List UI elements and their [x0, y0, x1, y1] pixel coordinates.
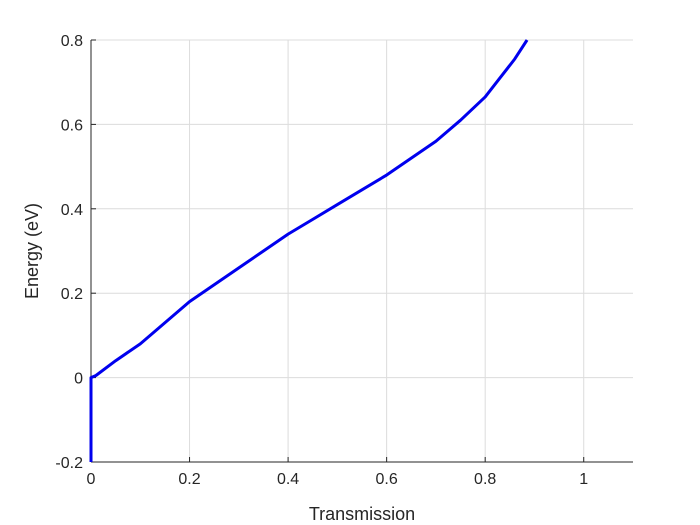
x-tick-label: 1 — [579, 471, 588, 488]
x-tick-label: 0.6 — [376, 471, 398, 488]
y-axis-label: Energy (eV) — [22, 203, 42, 299]
y-tick-label: -0.2 — [55, 455, 83, 472]
x-tick-label: 0.2 — [178, 471, 200, 488]
series-line — [89, 39, 529, 462]
y-tick-label: 0.2 — [61, 286, 83, 303]
tick-labels: 0 0.2 0.4 0.6 0.8 1-0.200.20.40.60.8 — [55, 33, 588, 488]
y-tick-label: 0.4 — [61, 202, 83, 219]
y-tick-label: 0.8 — [61, 33, 83, 50]
series-layer — [89, 39, 529, 462]
x-tick-label: 0 — [87, 471, 96, 488]
grid — [90, 39, 633, 463]
axes — [90, 39, 633, 463]
y-tick-label: 0 — [74, 371, 83, 388]
y-tick-label: 0.6 — [61, 117, 83, 134]
x-tick-label: 0.8 — [474, 471, 496, 488]
x-tick-label: 0.4 — [277, 471, 299, 488]
x-axis-label: Transmission — [309, 504, 415, 524]
